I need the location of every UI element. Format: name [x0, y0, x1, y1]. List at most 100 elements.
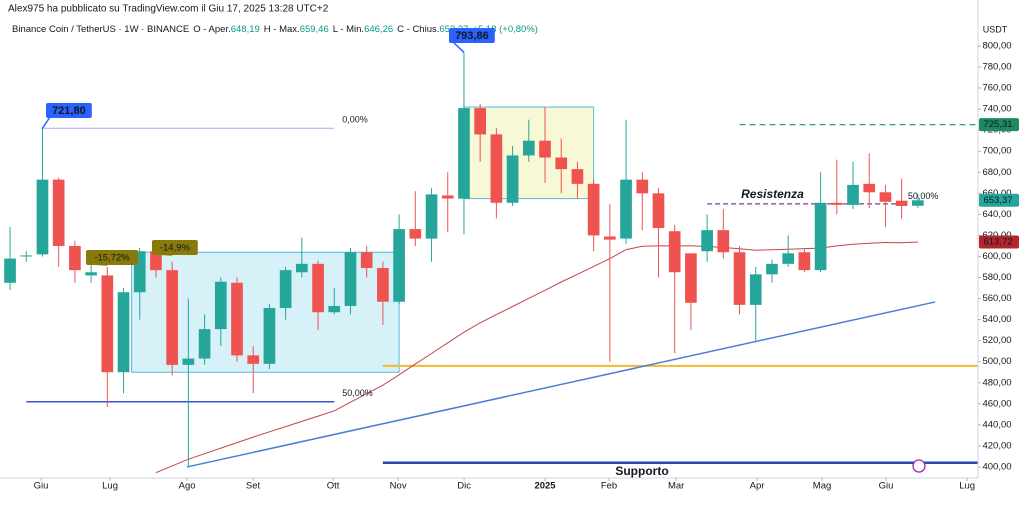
x-tick-label: Apr	[750, 481, 765, 492]
candle-body	[490, 134, 503, 203]
candle-body	[198, 329, 211, 359]
x-tick-label: Dic	[457, 481, 471, 492]
candle-body	[214, 281, 227, 330]
x-tick-label: 2025	[534, 481, 556, 492]
callout-box	[46, 103, 92, 118]
y-tick-label: 600,00	[982, 251, 1011, 262]
alert-icon	[912, 459, 926, 473]
y-tick-label: 460,00	[982, 398, 1011, 409]
candle-body	[912, 200, 924, 206]
y-tick-label: 580,00	[982, 272, 1011, 283]
header-part: +5,18 (+0,80%)	[472, 24, 538, 35]
candle-body	[604, 236, 616, 240]
header-value: 659,46	[300, 24, 329, 35]
x-tick-label: Lug	[959, 481, 975, 492]
candle-body	[20, 255, 33, 257]
candle-body	[587, 183, 600, 236]
x-tick-label: Ott	[327, 481, 340, 492]
candle-body	[652, 193, 665, 229]
price-tag-label: 653,37	[983, 195, 1012, 206]
header-part: Binance Coin / TetherUS · 1W · BINANCE	[12, 24, 189, 35]
candle-body	[701, 230, 713, 252]
candle-body	[766, 263, 778, 275]
candle-body	[522, 140, 535, 156]
candle-body	[4, 258, 16, 283]
candle-body	[133, 251, 146, 293]
candle-body	[539, 140, 551, 158]
candle-body	[296, 263, 308, 273]
candle-body	[895, 200, 908, 206]
candle-body	[555, 157, 568, 170]
candle-body	[879, 192, 892, 202]
candle-body	[863, 183, 876, 193]
x-tick-label: Mar	[668, 481, 684, 492]
drawing-label: 50,00%	[342, 388, 373, 398]
candle-body	[312, 263, 324, 313]
y-tick-label: 560,00	[982, 293, 1011, 304]
callout-box	[86, 250, 139, 265]
candle-body	[798, 252, 811, 271]
header-part: C - Chius.	[397, 24, 439, 35]
candle-body	[85, 272, 97, 276]
callout-label: -14,9%	[160, 243, 191, 254]
moving-average	[155, 241, 918, 474]
candle-body	[620, 179, 632, 239]
y-tick-label: 800,00	[982, 41, 1011, 52]
y-tick-label: 640,00	[982, 209, 1011, 220]
candle-body	[571, 169, 584, 184]
drawing-label: Resistenza	[741, 187, 804, 201]
y-tick-label: 540,00	[982, 314, 1011, 325]
callout-box	[449, 28, 495, 43]
drawing-label: 0,00%	[342, 115, 368, 125]
callout-label: 721,80	[52, 105, 86, 117]
candle-body	[409, 229, 422, 239]
candle-body	[166, 270, 178, 365]
candle-body	[506, 155, 519, 203]
callout-pointer	[41, 116, 51, 129]
x-tick-label: Giu	[879, 481, 894, 492]
x-tick-label: Mag	[813, 481, 831, 492]
y-tick-label: 440,00	[982, 419, 1011, 430]
price-tag	[979, 118, 1019, 132]
candle-body	[328, 305, 341, 313]
candle-body	[36, 179, 49, 255]
candle-body	[393, 229, 405, 302]
candle-body	[749, 274, 762, 305]
header-value: 648,19	[231, 24, 260, 35]
candle-body	[377, 268, 389, 302]
x-tick-label: Ago	[179, 481, 196, 492]
y-tick-label: 620,00	[982, 230, 1011, 241]
candle-body	[279, 270, 292, 309]
drawing-label: Supporto	[615, 464, 668, 478]
byline: Alex975 ha pubblicato su TradingView.com…	[8, 4, 329, 15]
price-tag-label: 613,72	[983, 237, 1012, 248]
x-tick-label: Lug	[102, 481, 118, 492]
callout-label: -15,72%	[94, 253, 130, 264]
callout-label: 793,86	[455, 30, 489, 42]
price-tag-label: 725,31	[983, 119, 1012, 130]
y-tick-label: 520,00	[982, 335, 1011, 346]
y-tick-label: 760,00	[982, 83, 1011, 94]
candle-body	[344, 252, 357, 306]
candle-body	[847, 184, 859, 205]
y-axis-label: USDT	[983, 24, 1008, 34]
candle-body	[636, 179, 649, 194]
candle-body	[52, 179, 65, 246]
candle-body	[425, 194, 438, 239]
x-tick-label: Set	[246, 481, 261, 492]
x-tick-label: Feb	[601, 481, 617, 492]
candle-body	[150, 251, 162, 271]
drawing-label: 50,00%	[908, 191, 939, 201]
candle-body	[117, 292, 130, 373]
y-tick-label: 480,00	[982, 377, 1011, 388]
candle-body	[247, 355, 260, 364]
candle-body	[231, 282, 243, 356]
candle-body	[69, 245, 81, 271]
candle-body	[458, 108, 470, 199]
candle-body	[182, 358, 195, 365]
candle-body	[830, 202, 843, 205]
bottom-mask	[0, 478, 978, 517]
y-tick-label: 500,00	[982, 356, 1011, 367]
candle-body	[441, 195, 454, 199]
